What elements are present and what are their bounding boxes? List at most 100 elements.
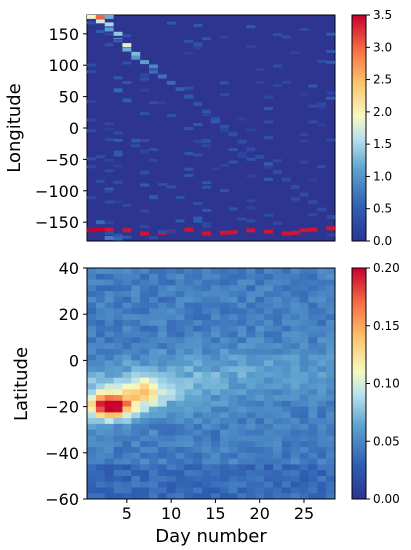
heatmap-cell <box>264 470 274 477</box>
heatmap-cell <box>290 406 300 413</box>
heatmap-cell <box>131 441 141 448</box>
heatmap-cell <box>104 291 114 298</box>
heatmap-cell <box>273 464 283 471</box>
heatmap-cell <box>246 383 256 390</box>
heatmap-cell <box>246 360 256 367</box>
heatmap-cell <box>246 128 256 132</box>
heatmap-cell <box>246 418 256 425</box>
heatmap-cell <box>211 389 221 396</box>
heatmap-cell <box>149 389 159 396</box>
heatmap-cell <box>184 173 194 177</box>
heatmap-cell <box>308 354 318 361</box>
heatmap-cell <box>290 314 300 321</box>
heatmap-cell <box>149 412 159 419</box>
heatmap-cell <box>211 167 220 171</box>
heatmap-cell <box>211 302 221 309</box>
heatmap-cell <box>175 412 185 419</box>
heatmap-cell <box>149 423 159 430</box>
heatmap-cell <box>237 325 247 332</box>
heatmap-cell <box>87 268 97 275</box>
heatmap-cell <box>122 377 132 384</box>
heatmap-cell <box>140 435 150 442</box>
heatmap-cell <box>290 441 300 448</box>
heatmap-cell <box>255 320 265 327</box>
y-tick-label: 0 <box>69 119 79 138</box>
heatmap-cell <box>149 447 159 454</box>
heatmap-cell <box>228 418 238 425</box>
heatmap-cell <box>237 429 247 436</box>
heatmap-cell <box>299 447 309 454</box>
heatmap-cell <box>202 429 212 436</box>
heatmap-cell <box>131 458 141 465</box>
heatmap-cell <box>264 435 274 442</box>
heatmap-cell <box>326 233 335 237</box>
heatmap-cell <box>193 400 203 407</box>
heatmap-cell <box>317 435 327 442</box>
heatmap-cell <box>131 268 141 275</box>
heatmap-cell <box>113 406 123 413</box>
heatmap-cell <box>95 452 106 459</box>
heatmap-cell <box>317 366 327 373</box>
heatmap-cell <box>281 296 292 303</box>
heatmap-cell <box>122 441 132 448</box>
heatmap-cell <box>95 291 106 298</box>
heatmap-cell <box>326 447 336 454</box>
heatmap-cell <box>184 400 194 407</box>
heatmap-cell <box>317 487 327 494</box>
heatmap-cell <box>228 487 238 494</box>
heatmap-cell <box>273 337 283 344</box>
heatmap-cell <box>95 487 106 494</box>
heatmap-cell <box>122 268 132 275</box>
heatmap-cell <box>317 320 327 327</box>
heatmap-cell <box>87 383 97 390</box>
heatmap-cell <box>131 314 141 321</box>
heatmap-cell <box>264 493 274 500</box>
heatmap-cell <box>299 354 309 361</box>
heatmap-cell <box>219 412 230 419</box>
heatmap-cell <box>87 118 96 122</box>
heatmap-cell <box>113 412 123 419</box>
heatmap-cell <box>228 337 238 344</box>
heatmap-cell <box>317 452 327 459</box>
heatmap-cell <box>104 320 114 327</box>
heatmap-cell <box>131 412 141 419</box>
heatmap-cell <box>95 220 105 225</box>
heatmap-cell <box>317 423 327 430</box>
heatmap-cell <box>140 481 150 488</box>
heatmap-cell <box>202 181 211 185</box>
heatmap-cell <box>149 285 159 292</box>
heatmap-cell <box>184 94 194 99</box>
heatmap-cell <box>202 268 212 275</box>
heatmap-cell <box>202 418 212 425</box>
heatmap-cell <box>166 325 176 332</box>
heatmap-cell <box>246 228 256 233</box>
heatmap-cell <box>193 475 203 482</box>
heatmap-cell <box>246 481 256 488</box>
heatmap-cell <box>184 441 194 448</box>
heatmap-cell <box>273 159 282 163</box>
colorbar-tick-label: 0.05 <box>373 434 400 448</box>
heatmap-cell <box>166 389 176 396</box>
heatmap-cell <box>140 308 150 315</box>
heatmap-cell <box>228 360 238 367</box>
heatmap-cell <box>255 493 265 500</box>
heatmap-cell <box>202 273 212 280</box>
heatmap-cell <box>273 308 283 315</box>
heatmap-cell <box>299 268 309 275</box>
heatmap-cell <box>184 337 194 344</box>
heatmap-cell <box>87 228 96 233</box>
heatmap-cell <box>157 366 168 373</box>
heatmap-cell <box>113 481 123 488</box>
heatmap-cell <box>211 475 221 482</box>
heatmap-cell <box>175 87 185 92</box>
heatmap-cell <box>228 273 238 280</box>
heatmap-cell <box>122 348 132 355</box>
heatmap-cell <box>255 377 265 384</box>
heatmap-cell <box>131 464 141 471</box>
heatmap-cell <box>140 348 150 355</box>
y-tick-label: −100 <box>35 182 79 201</box>
heatmap-cell <box>113 464 123 471</box>
heatmap-cell <box>308 412 318 419</box>
heatmap-cell <box>175 343 185 350</box>
heatmap-cell <box>193 366 203 373</box>
